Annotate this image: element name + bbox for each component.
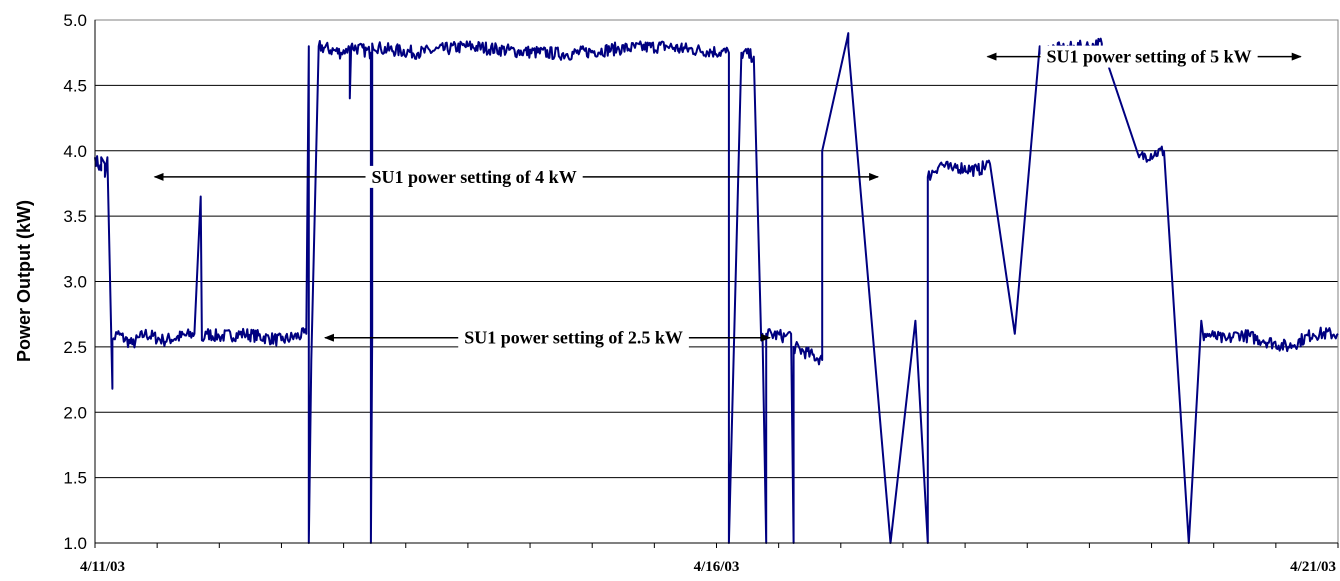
y-tick-label: 1.0 [63,534,87,553]
annotation-background [1040,45,1258,68]
annotations: SU1 power setting of 4 kW SU1 power setti… [153,45,1302,349]
y-tick-label: 3.5 [63,207,87,226]
y-tick-label: 5.0 [63,11,87,30]
y-tick-label: 2.5 [63,338,87,357]
annotation-background [458,326,689,349]
annotation-background [365,165,583,188]
y-tick-label: 3.0 [63,273,87,292]
x-tick-label: 4/16/03 [694,559,740,575]
y-tick-label: 4.0 [63,142,87,161]
gridlines [95,19,1338,544]
series-line [94,32,1339,544]
series-layer [94,32,1339,544]
y-tick-label: 4.5 [63,76,87,95]
y-tick-labels: 1.0 1.5 2.0 2.5 3.0 3.5 4.0 4.5 5.0 [63,11,87,553]
x-tick-label: 4/11/03 [80,559,125,575]
annotation-label: SU1 power setting of 5 kW [1046,47,1251,67]
y-tick-label: 2.0 [63,403,87,422]
annotation-label: SU1 power setting of 4 kW [372,167,577,187]
y-axis-title: Power Output (kW) [14,200,34,362]
x-tick-labels: 4/11/03 4/16/03 4/21/03 [80,559,1336,575]
axes [94,20,1339,548]
y-tick-label: 1.5 [63,469,87,488]
x-tick-label: 4/21/03 [1290,559,1336,575]
annotation-label: SU1 power setting of 2.5 kW [464,328,683,348]
